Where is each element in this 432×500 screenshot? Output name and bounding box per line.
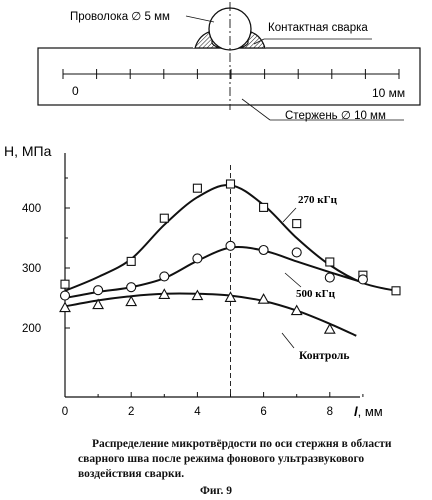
marker-circle — [258, 244, 269, 256]
y-tick-label: 300 — [22, 263, 41, 275]
curve-series-2 — [64, 292, 357, 337]
marker-circle — [159, 271, 170, 282]
marker-circle — [126, 282, 137, 293]
marker-square — [292, 219, 302, 229]
marker-circle — [93, 285, 104, 296]
series-label-control: Контроль — [299, 350, 349, 362]
marker-square — [159, 213, 169, 223]
marker-circle — [357, 274, 368, 285]
series-label-270: 270 кГц — [298, 194, 338, 206]
rod-label: Стержень ∅ 10 мм — [285, 110, 386, 122]
scale-end-label: 10 мм — [372, 86, 405, 100]
rod-outline — [37, 47, 421, 106]
marker-triangle — [257, 293, 270, 304]
x-tick-label: 2 — [128, 406, 134, 418]
marker-circle — [324, 272, 335, 283]
marker-square — [259, 202, 269, 212]
figure-caption: Распределение микротвёрдости по оси стер… — [78, 438, 392, 480]
y-tick-label: 200 — [22, 323, 41, 335]
marker-square — [60, 279, 70, 289]
marker-circle — [59, 290, 71, 301]
marker-square — [325, 257, 335, 267]
x-tick-label: 4 — [194, 406, 201, 418]
scale-ticks — [62, 69, 400, 79]
curve-series-1 — [64, 246, 364, 299]
marker-triangle — [290, 304, 303, 316]
x-tick-label: 0 — [62, 406, 68, 418]
marker-circle — [225, 240, 236, 251]
x-tick-label: 8 — [327, 406, 333, 418]
scale-start-label: 0 — [72, 84, 79, 98]
marker-square — [126, 256, 136, 266]
marker-triangle — [191, 289, 204, 301]
axis-ticks: 0 2 4 6 8 200 300 400 — [22, 177, 364, 418]
figure-number: Фиг. 9 — [200, 485, 232, 497]
weld-schematic: Проволока ∅ 5 мм Контактная сварка 0 10 … — [37, 2, 421, 122]
microhardness-chart: H, МПа l, мм 0 2 4 6 8 200 300 400 270 кГц 500 … — [4, 143, 401, 419]
x-tick-label: 6 — [260, 406, 266, 418]
marker-triangle — [59, 301, 71, 313]
marker-triangle — [158, 288, 171, 299]
weld-label: Контактная сварка — [268, 22, 368, 34]
marker-circle — [192, 253, 203, 264]
marker-triangle — [224, 291, 237, 302]
series-label-500: 500 кГц — [296, 288, 336, 300]
marker-square — [192, 183, 202, 193]
marker-circle — [291, 247, 302, 258]
y-tick-label: 400 — [22, 203, 41, 215]
marker-square — [391, 286, 401, 296]
marker-triangle — [125, 295, 138, 307]
marker-square — [225, 179, 236, 189]
x-axis-title: l, мм — [354, 404, 383, 419]
marker-triangle — [323, 323, 336, 334]
y-axis-title: H, МПа — [4, 143, 52, 159]
marker-triangle — [92, 298, 105, 310]
wire-label: Проволока ∅ 5 мм — [70, 11, 170, 23]
data-markers — [59, 179, 401, 334]
